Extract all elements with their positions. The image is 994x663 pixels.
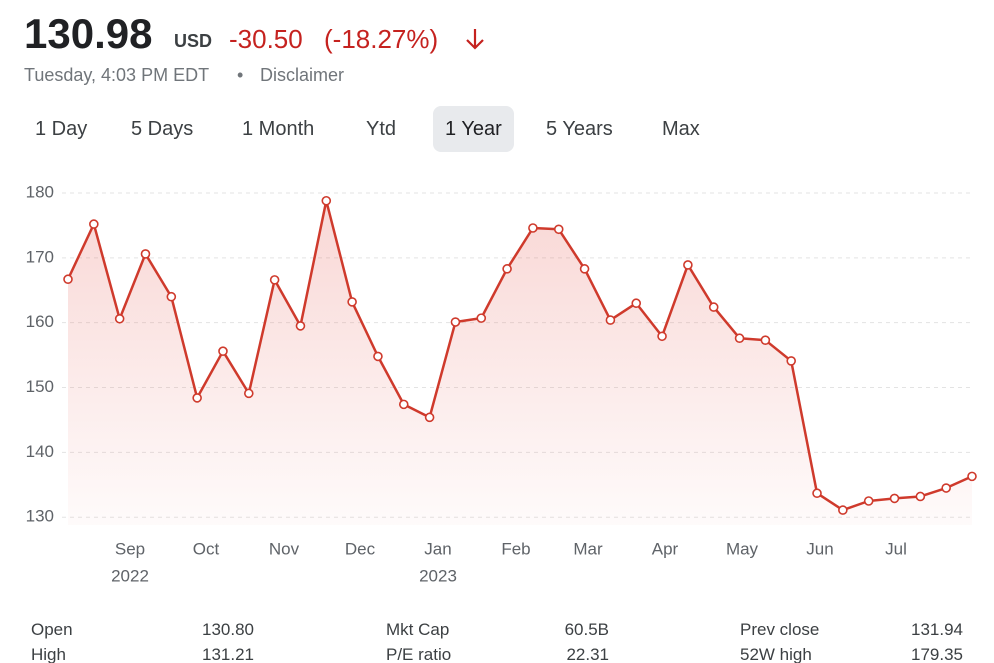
range-tab[interactable]: Max [662,118,700,140]
point [786,356,797,366]
point [889,493,900,504]
range-tab[interactable]: Ytd [366,118,397,140]
point [708,302,719,312]
timestamp: Tuesday, 4:03 PM EDT [24,65,210,85]
range-tab[interactable]: 1 Month [242,118,315,140]
range-tab[interactable]: 1 Year [433,106,514,152]
separator: • [237,65,244,85]
stat-value: 131.94 [911,620,963,639]
y-tick-label: 170 [26,247,54,266]
point [941,483,951,493]
point [166,291,177,302]
point [244,388,254,399]
chart: 130 140 150 160 170 180 Sep Oct Nov Dec Jan Feb Mar A… [26,182,977,585]
stat-value: 131.21 [202,645,254,663]
point [683,260,693,270]
point [915,491,926,502]
point [398,399,409,410]
stat-value: 22.31 [566,645,609,663]
point [631,298,642,309]
point [528,223,538,233]
x-tick-label: Feb [501,539,530,558]
y-tick-label: 150 [26,377,54,396]
point [321,195,332,206]
point [373,351,383,362]
stat-value: 60.5B [564,620,609,639]
stat-label: Open [31,620,73,639]
change: -30.50 [229,24,303,54]
point [838,505,848,515]
range-tab[interactable]: 1 Day [35,118,88,140]
area [68,200,972,525]
point [579,264,590,274]
point [502,264,512,274]
stat-label: P/E ratio [386,645,452,663]
point [295,321,306,331]
x-tick-label: May [726,539,759,558]
point [863,496,874,506]
point [192,393,202,403]
y-tick-label: 140 [26,442,54,461]
point [760,335,771,345]
stat-label: Prev close [740,620,820,639]
stat-value: 130.80 [202,620,254,639]
point [812,488,822,499]
line [66,199,973,512]
point [424,412,435,423]
point [114,313,125,324]
y-tick-label: 130 [26,507,54,526]
point [476,313,487,323]
x-tick-label: Sep [115,539,145,558]
stat-label: 52W high [740,645,812,663]
change-percent: (-18.27%) [324,24,439,54]
x-tick-label: Jan [424,539,451,558]
year-label: 2022 [111,566,149,585]
point [218,346,228,357]
currency: USD [174,31,213,51]
point [63,274,73,285]
x-tick-label: Apr [652,539,679,558]
point [734,333,745,344]
y-tick-label: 160 [26,312,54,331]
y-tick-label: 180 [26,182,54,201]
stat-label: High [31,645,66,663]
disclaimer-link[interactable]: Disclaimer [260,65,345,85]
down-arrow [466,29,484,50]
stat-label: Mkt Cap [386,620,450,639]
point [89,219,99,229]
x-tick-label: Dec [345,539,376,558]
point [553,224,564,235]
point [450,317,461,327]
x-tick-label: Nov [269,539,300,558]
point [140,249,151,259]
price: 130.98 [24,10,153,57]
year-label: 2023 [419,566,457,585]
point [347,297,357,307]
x-tick-label: Mar [573,539,603,558]
point [967,471,977,482]
range-tab[interactable]: 5 Years [546,118,613,140]
stat-value: 179.35 [911,645,963,663]
point [269,275,280,285]
x-tick-label: Jul [885,539,907,558]
range-tab[interactable]: 5 Days [131,118,194,140]
x-tick-label: Jun [806,539,833,558]
point [657,331,667,342]
x-tick-label: Oct [193,539,220,558]
point [605,315,616,325]
